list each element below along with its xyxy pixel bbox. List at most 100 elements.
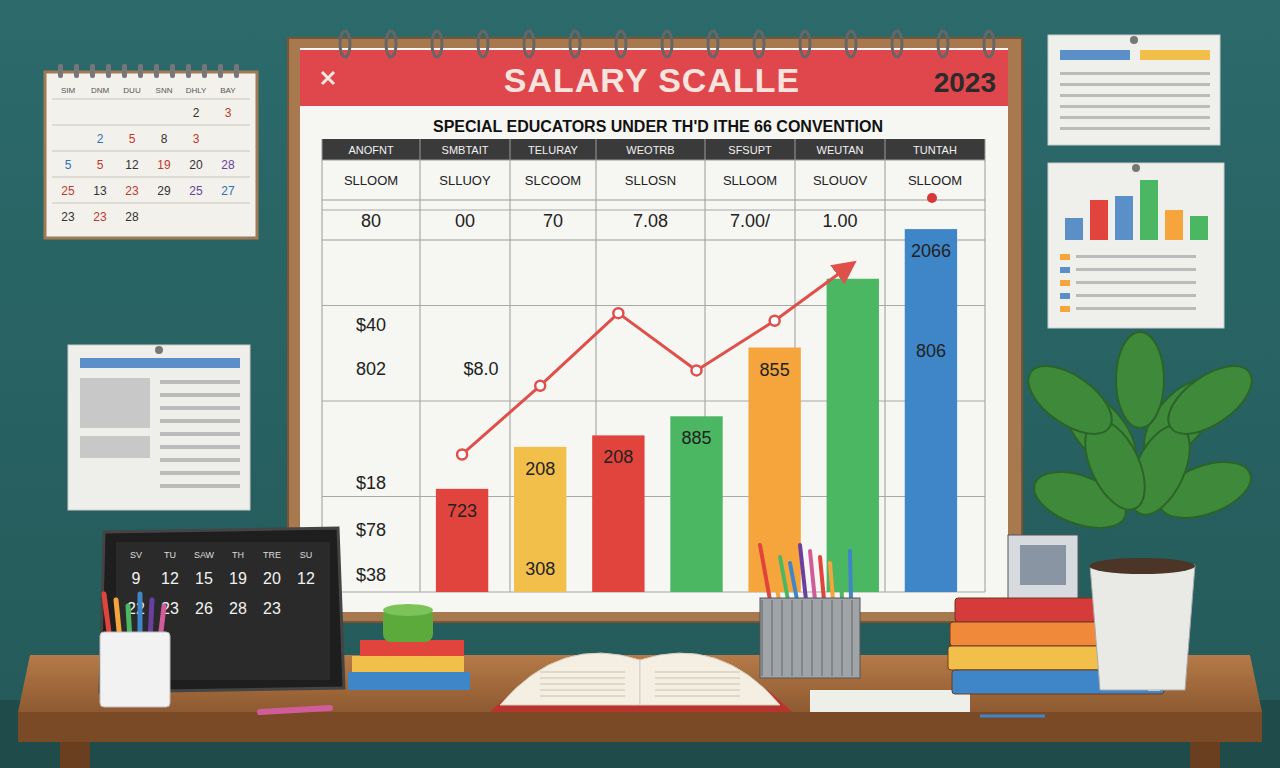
- paper-line: [1060, 72, 1210, 75]
- grid-line: [322, 496, 985, 497]
- calendar-day: 5: [97, 158, 104, 172]
- paper-line: [160, 432, 240, 436]
- bar-texts: 7232083082088858552066806: [447, 241, 951, 579]
- calendar-header: BAY: [220, 86, 236, 95]
- mini-bar: [1165, 210, 1183, 240]
- calendar-ring: [186, 64, 191, 78]
- column-head: WEOTRB: [626, 144, 674, 156]
- board-ring: [800, 31, 810, 57]
- side-label: 802: [356, 359, 386, 379]
- mesh-line: [782, 600, 783, 676]
- mesh-line: [812, 600, 813, 676]
- table-cell: SLLOSN: [625, 173, 676, 188]
- paper-bullet: [1060, 306, 1070, 312]
- paper-block: [80, 436, 150, 458]
- calendar-day: 5: [129, 132, 136, 146]
- column-head: SFSUPT: [728, 144, 772, 156]
- bar-text: 855: [760, 360, 790, 380]
- book: [360, 640, 464, 656]
- bar-text: 208: [603, 447, 633, 467]
- year: 2023: [934, 67, 996, 98]
- pencil: [810, 551, 815, 600]
- paper-line: [1076, 281, 1196, 284]
- board-ring: [892, 31, 902, 57]
- line: [462, 263, 853, 454]
- mini-bar: [1065, 218, 1083, 240]
- calendar-header: DUU: [123, 86, 141, 95]
- board-ring: [524, 31, 534, 57]
- paper-bar: [1140, 50, 1210, 60]
- pencil: [830, 563, 833, 600]
- paper-line: [160, 406, 240, 410]
- calendar-day: 9: [132, 570, 141, 587]
- paper-line: [1060, 94, 1210, 97]
- book-line: [540, 678, 625, 679]
- bar: [436, 489, 488, 592]
- table-cell: SLLUOY: [439, 173, 491, 188]
- calendar-rule: [52, 125, 250, 126]
- column-head: WEUTAN: [817, 144, 864, 156]
- line-point: [692, 365, 702, 375]
- pin: [927, 193, 937, 203]
- calendar-day: 12: [297, 570, 315, 587]
- side-label: $40: [356, 315, 386, 335]
- paper-bullet: [1060, 280, 1070, 286]
- book-line: [540, 696, 625, 697]
- paper-line: [1060, 105, 1210, 108]
- paper-bullet: [1060, 267, 1070, 273]
- paper-line: [160, 393, 240, 397]
- board-ring: [708, 31, 718, 57]
- calendar-day: 3: [193, 132, 200, 146]
- pen: [980, 715, 1045, 718]
- table-header-band: [322, 139, 985, 160]
- side-label: $8.0: [463, 359, 498, 379]
- board-frame: [288, 38, 1022, 622]
- board-header: [300, 50, 1008, 106]
- pen: [260, 708, 330, 712]
- calendar-day: 28: [125, 210, 139, 224]
- board-paper: [300, 48, 1008, 612]
- bar-text: 885: [681, 428, 711, 448]
- table-cell: SLCOOM: [525, 173, 581, 188]
- table-cell: SLOUOV: [813, 173, 868, 188]
- board-ring: [662, 31, 672, 57]
- calendar-rule: [52, 177, 250, 178]
- bar-text: 2066: [911, 241, 951, 261]
- book: [352, 656, 464, 672]
- mesh-line: [792, 600, 793, 676]
- bar: [592, 435, 644, 592]
- table-column-rule: [885, 139, 886, 592]
- bar-text: 723: [447, 501, 477, 521]
- calendar-ring: [106, 64, 111, 78]
- soil: [1089, 558, 1195, 574]
- leaf: [1017, 353, 1123, 447]
- calendar-header: TH: [232, 550, 244, 560]
- pencil-cup: [100, 632, 170, 707]
- leaf: [1116, 332, 1164, 428]
- calendar-day: 2: [193, 106, 200, 120]
- plot-marks: [436, 229, 957, 592]
- bar: [748, 348, 800, 592]
- calendar-day: 28: [221, 158, 235, 172]
- calendar-ring: [74, 64, 79, 78]
- calendar-day: 28: [229, 600, 247, 617]
- table-column-rule: [420, 139, 421, 592]
- calendar-day: 13: [93, 184, 107, 198]
- paper-line: [1076, 268, 1196, 271]
- calendar-header: SAW: [194, 550, 215, 560]
- book-line: [655, 696, 740, 697]
- column-head: TELURAY: [528, 144, 579, 156]
- paper-line: [160, 484, 240, 488]
- book-line: [655, 672, 740, 673]
- calendar-day: 15: [195, 570, 213, 587]
- calendar-day: 25: [61, 184, 75, 198]
- pin: [1130, 36, 1138, 44]
- mesh-line: [832, 600, 833, 676]
- side-label: $18: [356, 473, 386, 493]
- pin: [1132, 164, 1140, 172]
- book: [348, 672, 470, 690]
- paper-line: [1060, 127, 1210, 130]
- calendar-day: 19: [157, 158, 171, 172]
- table-cell: 70: [543, 211, 563, 231]
- board-ring: [938, 31, 948, 57]
